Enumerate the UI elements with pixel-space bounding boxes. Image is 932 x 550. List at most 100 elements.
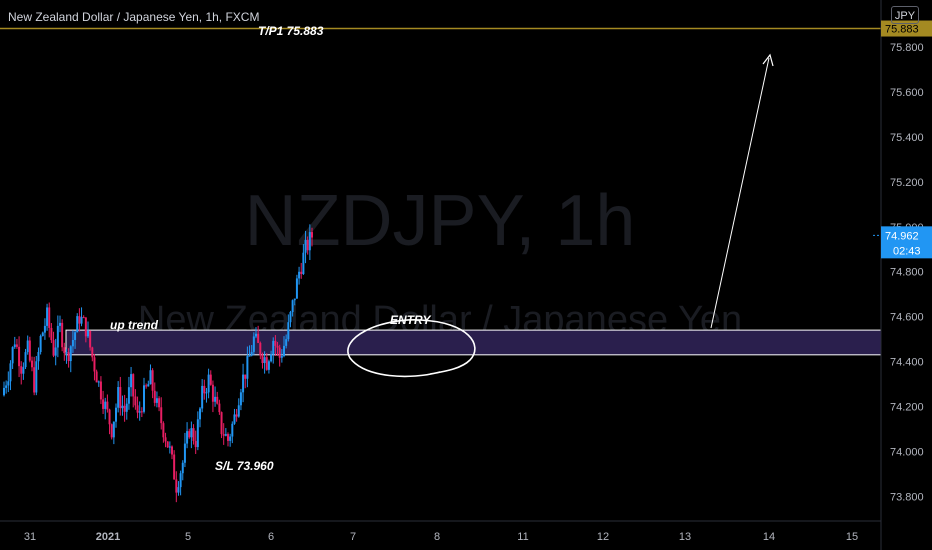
candle-body (110, 424, 113, 438)
candle-body (192, 428, 195, 441)
stop-loss-label: S/L 73.960 (215, 459, 274, 473)
candle-body (35, 361, 38, 393)
candle-body (117, 387, 120, 408)
candle-body (306, 239, 309, 251)
candle-body (153, 390, 156, 403)
candle-body (311, 232, 313, 238)
candle-body (265, 357, 268, 370)
candle-body (199, 408, 201, 420)
candle-body (56, 325, 59, 348)
candle-body (74, 332, 77, 340)
currency-button[interactable]: JPY (891, 6, 919, 24)
up-arrow-line[interactable] (710, 57, 770, 329)
annotation-labels: T/P1 75.883 S/L 73.960 ENTRY up trend (110, 24, 431, 473)
candle-body (102, 399, 105, 409)
y-tick-label: 74.400 (890, 357, 924, 369)
candle-body (274, 340, 277, 346)
candle-body (242, 374, 245, 393)
candle-body (186, 431, 189, 444)
candle-body (179, 473, 182, 488)
candle-body (227, 434, 229, 441)
x-tick-label: 14 (763, 531, 775, 543)
last-price-badge (881, 226, 932, 259)
candle-body (201, 385, 204, 409)
candle-body (63, 347, 66, 354)
candle-body (33, 367, 36, 393)
candle-body (285, 339, 288, 346)
candle-body (93, 357, 96, 372)
candle-body (278, 347, 281, 358)
y-tick-label: 75.600 (890, 87, 924, 99)
candle-body (43, 325, 46, 333)
price-axis[interactable]: 73.80074.00074.20074.40074.60074.80075.0… (880, 0, 924, 550)
candle-body (104, 401, 107, 409)
candle-body (7, 381, 10, 386)
price-badges: 75.883 74.962 02:43 (873, 20, 932, 259)
arrow-head-icon (762, 53, 774, 67)
last-price-text: 74.962 (885, 230, 919, 242)
candle-body (125, 403, 128, 412)
candle-body (50, 327, 53, 341)
candle-body (80, 317, 83, 324)
candle-body (235, 414, 238, 417)
candle-body (308, 232, 311, 251)
candle-body (220, 412, 223, 435)
candle-body (304, 239, 307, 253)
symbol-title[interactable]: New Zealand Dollar / Japanese Yen, 1h, F… (8, 10, 260, 24)
candle-body (218, 403, 221, 413)
candle-body (115, 407, 117, 422)
time-axis[interactable]: 31 2021 5 6 7 8 11 12 13 14 15 (0, 520, 881, 543)
candle-body (13, 344, 16, 348)
candle-body (270, 354, 273, 362)
candle-body (52, 340, 55, 356)
candle-body (229, 436, 232, 441)
candle-body (20, 366, 23, 374)
candle-body (214, 396, 217, 402)
candle-body (203, 385, 206, 394)
candle-body (143, 385, 145, 412)
candle-body (205, 392, 208, 394)
y-tick-label: 74.800 (890, 267, 924, 279)
y-tick-label: 75.800 (890, 42, 924, 54)
candle-body (160, 407, 163, 424)
candle-body (280, 356, 283, 358)
entry-circle[interactable] (347, 319, 476, 378)
candle-body (121, 405, 124, 409)
candle-body (259, 342, 262, 356)
candle-body (289, 312, 292, 323)
candle-body (216, 396, 219, 404)
symbol-watermark: NZDJPY, 1h New Zealand Dollar / Japanese… (138, 181, 742, 341)
candle-body (190, 428, 193, 438)
candle-body (261, 355, 264, 364)
candle-body (194, 440, 197, 448)
candle-body (181, 462, 184, 474)
candle-body (134, 396, 137, 406)
y-tick-label: 74.200 (890, 401, 924, 413)
candle-body (211, 384, 214, 402)
candle-body (82, 317, 85, 319)
candle-body (76, 316, 79, 333)
candle-body (22, 367, 25, 374)
candle-body (173, 454, 176, 480)
candle-body (291, 300, 294, 313)
x-tick-label: 12 (597, 531, 609, 543)
candle-body (207, 374, 210, 393)
candle-body (3, 387, 5, 396)
candle-body (295, 278, 298, 299)
candle-body (61, 322, 64, 348)
candle-body (11, 347, 14, 364)
candle-body (9, 363, 12, 382)
candle-body (31, 360, 33, 368)
x-tick-label: 6 (268, 531, 274, 543)
y-tick-label: 75.400 (890, 132, 924, 144)
candle-body (28, 340, 31, 361)
candle-body (132, 374, 135, 397)
candle-body (54, 347, 57, 356)
candle-body (272, 340, 275, 355)
candle-body (263, 357, 266, 364)
candle-body (138, 411, 141, 413)
candle-body (127, 387, 130, 404)
candle-body (48, 307, 51, 328)
drawings-layer[interactable] (347, 53, 774, 378)
